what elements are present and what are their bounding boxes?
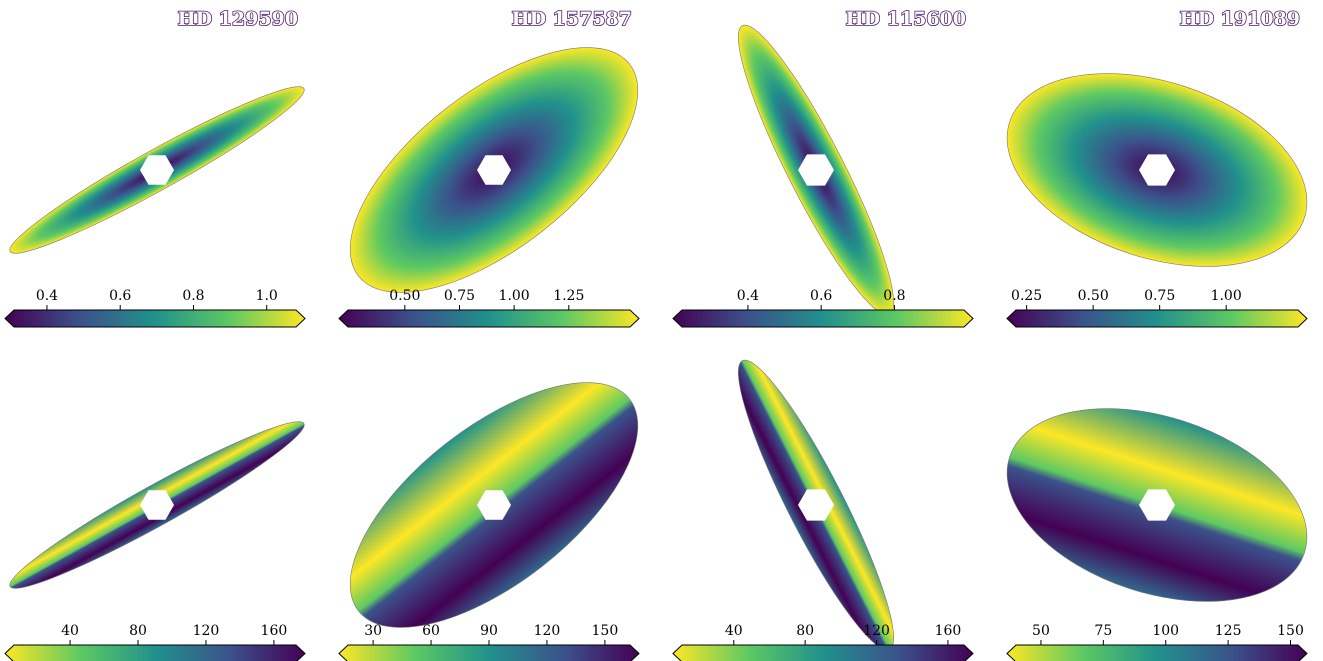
- tick-label: 90: [480, 623, 498, 639]
- tick-label: 100: [1152, 623, 1179, 639]
- tick-label: 0.75: [444, 288, 475, 304]
- tick-label: 160: [935, 623, 962, 639]
- tick-label: 0.6: [810, 288, 832, 304]
- tick-label: 80: [129, 623, 147, 639]
- tick-label: 0.8: [182, 288, 204, 304]
- tick-label: 0.50: [1078, 288, 1109, 304]
- tick-label: 1.0: [256, 288, 278, 304]
- tick-label: 1.25: [553, 288, 584, 304]
- colorbar: [672, 309, 974, 328]
- panel-title: HD 191089: [1180, 8, 1300, 30]
- inner-mask: [140, 490, 174, 520]
- inner-mask: [1139, 489, 1175, 521]
- tick-label: 50: [1032, 623, 1050, 639]
- colorbar: [672, 644, 974, 661]
- colorbar: [1006, 644, 1308, 661]
- tick-label: 0.50: [389, 288, 420, 304]
- colorbar: [338, 309, 640, 328]
- tick-label: 80: [796, 623, 814, 639]
- tick-label: 125: [1215, 623, 1242, 639]
- tick-label: 120: [863, 623, 890, 639]
- tick-label: 40: [61, 623, 79, 639]
- tick-label: 150: [1277, 623, 1304, 639]
- colorbar: [4, 309, 306, 328]
- panel-title: HD 157587: [512, 8, 632, 30]
- tick-label: 40: [725, 623, 743, 639]
- tick-label: 30: [364, 623, 382, 639]
- inner-mask: [140, 155, 174, 185]
- tick-label: 1.00: [1211, 288, 1242, 304]
- tick-label: 120: [534, 623, 561, 639]
- tick-label: 120: [193, 623, 220, 639]
- colorbar: [1006, 309, 1308, 328]
- panel-title: HD 129590: [178, 8, 298, 30]
- tick-label: 1.00: [499, 288, 530, 304]
- inner-mask: [1139, 154, 1175, 186]
- inner-mask: [798, 154, 834, 186]
- tick-label: 0.8: [883, 288, 905, 304]
- tick-label: 0.25: [1011, 288, 1042, 304]
- colorbar: [4, 644, 306, 661]
- tick-label: 0.6: [109, 288, 131, 304]
- tick-label: 0.4: [36, 288, 58, 304]
- tick-label: 75: [1094, 623, 1112, 639]
- inner-mask: [477, 490, 511, 520]
- tick-label: 0.75: [1144, 288, 1175, 304]
- tick-label: 150: [592, 623, 619, 639]
- tick-label: 160: [261, 623, 288, 639]
- inner-mask: [477, 155, 511, 185]
- tick-label: 0.4: [737, 288, 759, 304]
- tick-label: 60: [422, 623, 440, 639]
- panel-title: HD 115600: [846, 8, 966, 30]
- inner-mask: [798, 489, 834, 521]
- colorbar: [338, 644, 640, 661]
